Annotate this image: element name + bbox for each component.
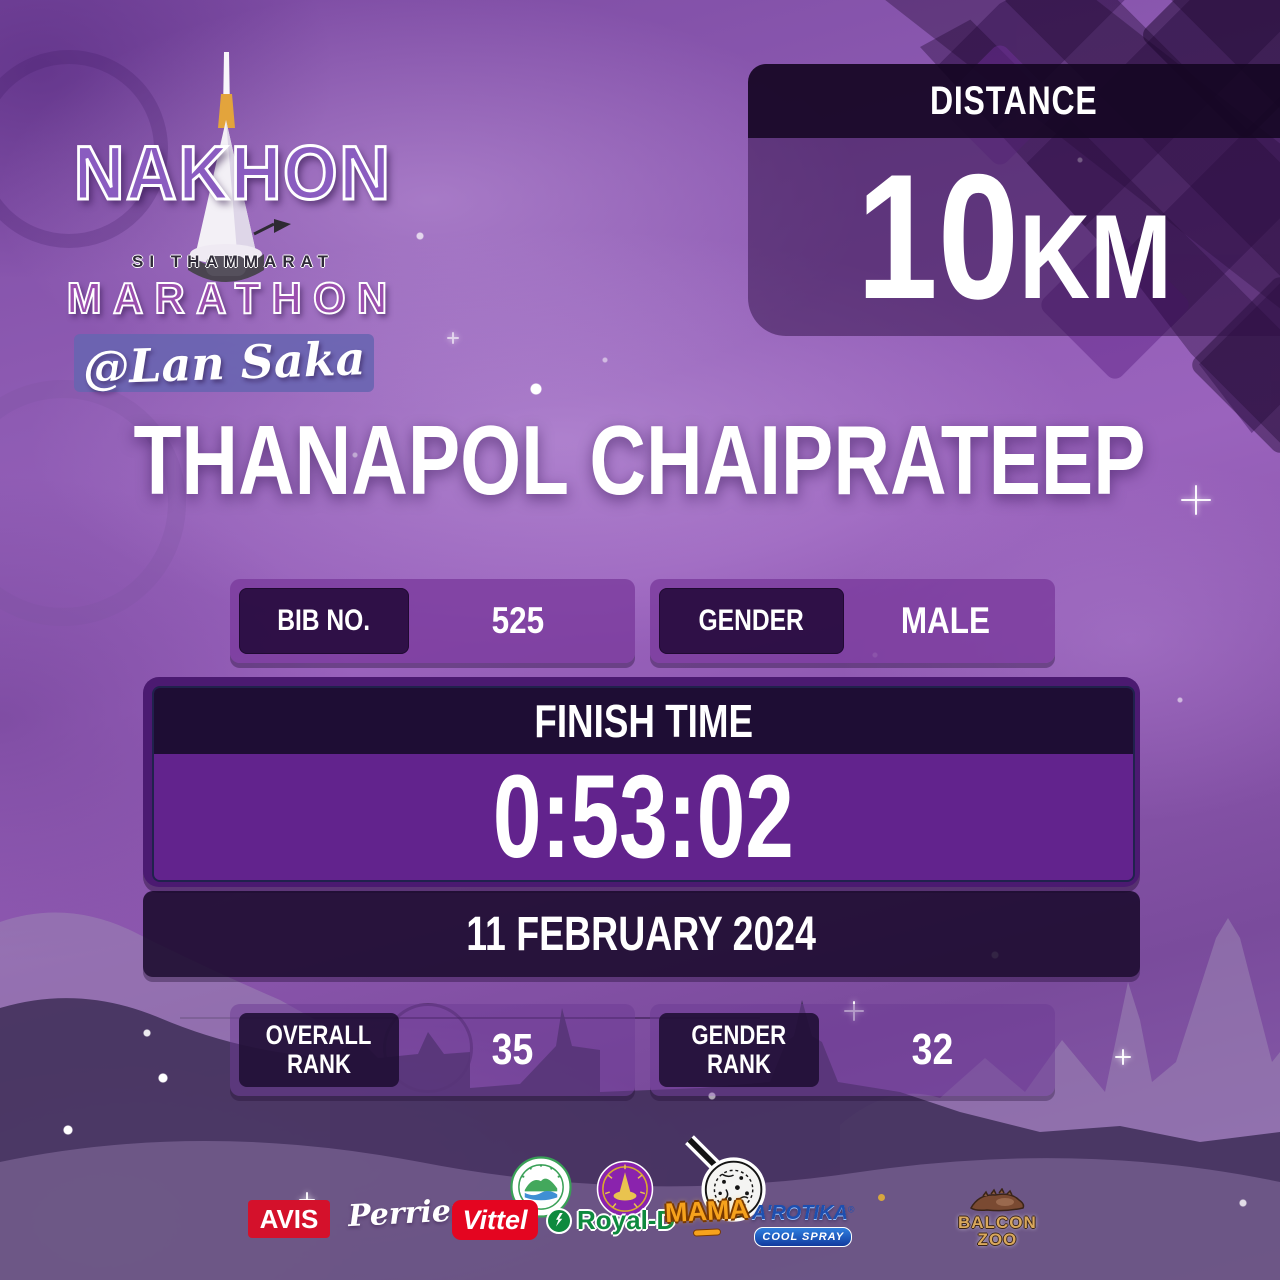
distance-value-box: 10 KM [748, 138, 1280, 336]
sponsor-perrier: Perrier [347, 1192, 468, 1235]
arotika-logo: A'ROTIKA® [752, 1202, 855, 1224]
finish-time-inner: FINISH TIME 0:53:02 [152, 686, 1135, 882]
balcon-zoo-logo-line2: ZOO [977, 1230, 1018, 1249]
gender-label: GENDER [698, 603, 805, 637]
finish-time-header: FINISH TIME [154, 688, 1133, 754]
runner-name: THANAPOL CHAIPRATEEP [133, 405, 1146, 515]
wok-drawing-emblem [685, 1135, 766, 1222]
chedi-pagoda-icon [188, 52, 291, 282]
race-date: 11 FEBRUARY 2024 [466, 907, 817, 961]
finish-time-label: FINISH TIME [534, 695, 753, 747]
finish-time-box: FINISH TIME 0:53:02 [143, 677, 1140, 887]
logo-marathon: MARATHON [66, 273, 399, 324]
sponsor-vittel: Vittel [452, 1200, 538, 1240]
bib-box: BIB NO. 525 [230, 579, 635, 663]
logo-subtitle: SI THAMMARAT [132, 252, 334, 271]
royal-d-icon [546, 1207, 572, 1234]
organizer-seals-row [0, 1114, 1280, 1222]
gender-rank-value: 32 [911, 1025, 954, 1074]
logo-title: NAKHON [73, 130, 392, 218]
sponsor-avis: AVIS [248, 1200, 330, 1238]
race-date-band: 11 FEBRUARY 2024 [143, 891, 1140, 977]
gender-rank-label-box: GENDER RANK [659, 1013, 819, 1087]
sponsor-royal-d: Royal-D [546, 1205, 675, 1236]
nakhon-province-seal [596, 1160, 654, 1218]
logo-banner: @Lan Saka [74, 331, 374, 395]
sparkle-icon [1115, 1049, 1131, 1065]
bib-label: BIB NO. [277, 603, 371, 637]
iguana-icon [970, 1188, 1025, 1212]
bib-value: 525 [491, 600, 544, 641]
sponsor-aya: AYA [876, 1194, 1280, 1240]
overall-rank-label-line1: OVERALL [266, 1019, 372, 1050]
gender-rank-box: GENDER RANK 32 [650, 1004, 1055, 1096]
overall-rank-label-line2: RANK [287, 1049, 351, 1079]
sparkle-icon [447, 332, 459, 344]
mama-thai-script-decoration [693, 1229, 721, 1236]
mama-logo: MAMA [664, 1193, 750, 1229]
overall-rank-label-box: OVERALL RANK [239, 1013, 399, 1087]
distance-label: DISTANCE [930, 78, 1098, 123]
gender-rank-label-line1: GENDER [691, 1019, 787, 1050]
distance-header: DISTANCE [748, 64, 1280, 138]
logo-banner-text: @Lan Saka [81, 331, 367, 395]
perrier-logo: Perrier [347, 1192, 468, 1235]
aya-dot-icon [878, 1194, 885, 1201]
finish-time-value: 0:53:02 [493, 751, 794, 882]
event-logo: NAKHON SI THAMMARAT MARATHON @Lan Saka [48, 42, 418, 395]
distance-unit: KM [1018, 190, 1172, 324]
distance-value: 10 [856, 137, 1019, 336]
gender-rank-label-line2: RANK [707, 1049, 771, 1079]
sponsor-mama: MAMA [664, 1193, 750, 1236]
finish-time-value-area: 0:53:02 [154, 754, 1133, 880]
overall-rank-value: 35 [491, 1025, 534, 1074]
avis-logo: AVIS [248, 1200, 330, 1238]
overall-rank-box: OVERALL RANK 35 [230, 1004, 635, 1096]
lan-saka-district-seal [510, 1156, 572, 1218]
gender-label-box: GENDER [659, 588, 844, 654]
sponsor-balcon-zoo: BALCON ZOO [958, 1188, 1037, 1248]
sponsor-arotika: A'ROTIKA® COOL SPRAY [752, 1202, 855, 1247]
gender-value: MALE [900, 600, 990, 641]
balcon-zoo-logo-line1: BALCON [958, 1213, 1037, 1232]
vittel-logo: Vittel [452, 1200, 538, 1240]
royal-d-logo: Royal-D [546, 1205, 675, 1236]
arotika-cool-spray-badge: COOL SPRAY [754, 1227, 853, 1247]
bib-label-box: BIB NO. [239, 588, 409, 654]
gender-box: GENDER MALE [650, 579, 1055, 663]
